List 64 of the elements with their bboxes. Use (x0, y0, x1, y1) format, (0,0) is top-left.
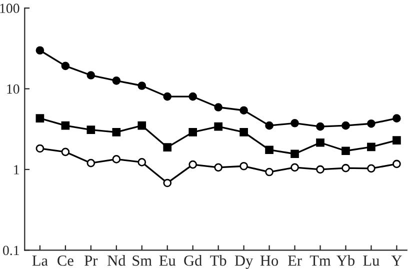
y-tick-label: 100 (0, 4, 20, 14)
x-tick-label: Nd (108, 255, 126, 266)
point (61, 148, 70, 156)
point (290, 163, 299, 172)
x-tick-label: Yb (336, 255, 354, 266)
point (392, 160, 401, 168)
point (188, 160, 198, 169)
point (265, 168, 274, 176)
x-tick-label: Gd (184, 255, 202, 266)
point (290, 150, 299, 158)
point (367, 142, 376, 152)
point (163, 92, 172, 101)
point (240, 162, 248, 170)
point (112, 76, 121, 85)
x-tick-label: Lu (363, 256, 380, 266)
point (240, 106, 248, 115)
point (86, 71, 96, 80)
x-tick-label: Eu (159, 256, 176, 266)
point (36, 46, 44, 55)
point (112, 155, 121, 164)
point (367, 164, 376, 173)
point (86, 158, 96, 168)
point (138, 158, 146, 166)
point (265, 121, 274, 130)
point (86, 126, 96, 134)
point (392, 114, 401, 123)
x-tick-label: Y (391, 256, 402, 266)
x-tick-label: Tm (310, 256, 331, 266)
point (316, 138, 324, 147)
point (290, 118, 299, 128)
point (342, 121, 350, 130)
point (316, 165, 324, 174)
x-tick-label: La (32, 256, 48, 266)
y-tick-label: 1 (14, 165, 19, 174)
x-tick-label: Tb (210, 255, 226, 266)
y-tick-label: 0.1 (2, 246, 19, 256)
x-tick-label: Sm (132, 256, 152, 266)
point (163, 143, 172, 152)
point (61, 121, 70, 130)
point (214, 122, 222, 131)
point (265, 146, 274, 154)
point (36, 144, 44, 153)
point (214, 163, 222, 172)
point (188, 92, 198, 101)
point (36, 114, 44, 123)
point (61, 62, 70, 70)
point (214, 103, 222, 112)
point (342, 146, 350, 156)
x-tick-label: Er (288, 256, 302, 266)
x-tick-label: Ho (260, 256, 278, 266)
point (240, 128, 248, 136)
x-tick-label: Dy (234, 256, 254, 269)
x-tick-label: Pr (84, 256, 98, 266)
point (342, 164, 350, 172)
point (138, 82, 146, 90)
x-tick-label: Ce (58, 256, 74, 266)
point (367, 119, 376, 128)
point (163, 178, 172, 188)
point (316, 122, 324, 131)
point (112, 128, 121, 136)
point (138, 121, 146, 130)
point (392, 136, 401, 144)
point (188, 128, 198, 136)
y-tick-label: 10 (7, 84, 20, 94)
